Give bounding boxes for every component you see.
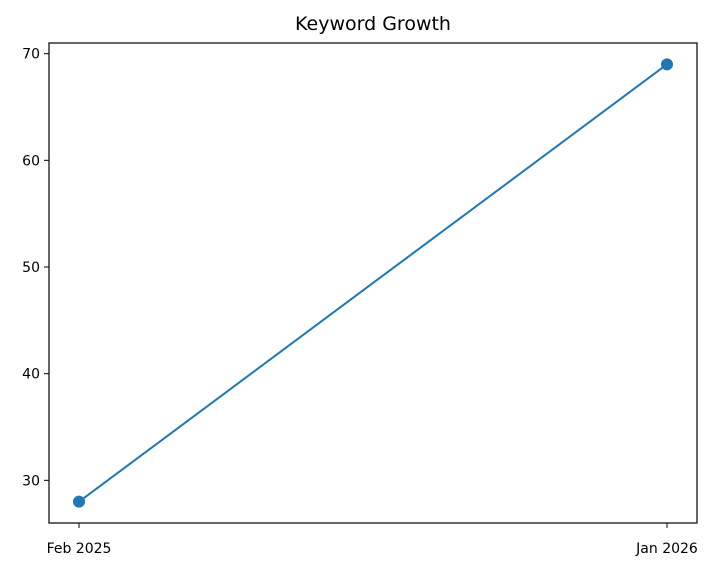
chart-title: Keyword Growth — [295, 13, 451, 35]
y-tick-label: 70 — [22, 47, 40, 63]
x-tick-label: Feb 2025 — [47, 541, 112, 557]
y-tick-label: 50 — [22, 260, 40, 276]
series-line — [78, 63, 668, 503]
x-tick-label: Jan 2026 — [635, 541, 698, 557]
y-tick-label: 60 — [22, 153, 40, 169]
data-point — [661, 58, 673, 71]
data-point — [73, 495, 85, 508]
y-tick-label: 40 — [22, 367, 40, 383]
plot-frame — [48, 42, 698, 524]
plot-area: 30 40 50 60 70 Feb 2025 Jan 2026 — [22, 42, 698, 557]
y-tick-label: 30 — [22, 473, 40, 489]
